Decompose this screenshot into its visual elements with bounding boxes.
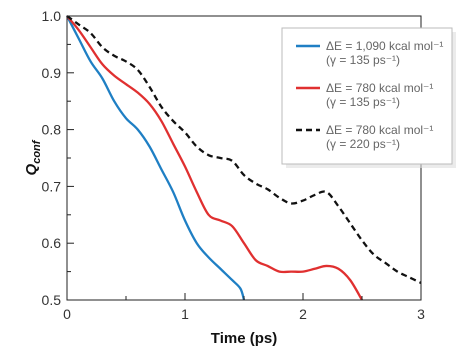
x-tick-label: 2 <box>299 306 307 322</box>
y-axis-title: Qconf <box>23 139 43 175</box>
y-tick-label: 0.9 <box>42 65 62 81</box>
x-tick-label: 3 <box>417 306 425 322</box>
legend-box <box>281 27 453 165</box>
y-axis-title-sub: conf <box>31 139 43 164</box>
legend-sublabel-2: (γ = 135 ps⁻¹) <box>326 95 400 109</box>
series-line-1 <box>65 15 246 301</box>
series-line-2 <box>66 15 363 301</box>
x-tick-label: 0 <box>63 306 71 322</box>
y-axis-title-main: Q <box>23 163 40 175</box>
axes: 0 1 2 3 0.5 0.6 0.7 0.8 0.9 1.0 Time (ps) Qconf <box>23 8 425 347</box>
series-line-3 <box>66 15 422 284</box>
legend-label-3: ΔE = 780 kcal mol⁻¹ <box>326 123 433 137</box>
x-axis-title: Time (ps) <box>211 330 277 347</box>
series-lines <box>65 15 422 301</box>
y-tick-label: 0.7 <box>42 178 62 194</box>
y-tick-label: 0.5 <box>42 292 62 308</box>
legend-label-1: ΔE = 1,090 kcal mol⁻¹ <box>326 39 443 53</box>
y-tick-label: 1.0 <box>42 8 62 24</box>
legend-label-2: ΔE = 780 kcal mol⁻¹ <box>326 81 433 95</box>
legend-sublabel-3: (γ = 220 ps⁻¹) <box>326 137 400 151</box>
y-tick-label: 0.8 <box>42 122 62 138</box>
legend-sublabel-1: (γ = 135 ps⁻¹) <box>326 53 400 67</box>
x-tick-label: 1 <box>181 306 189 322</box>
legend: ΔE = 1,090 kcal mol⁻¹(γ = 135 ps⁻¹)ΔE = … <box>281 27 456 168</box>
y-tick-label: 0.6 <box>42 235 62 251</box>
